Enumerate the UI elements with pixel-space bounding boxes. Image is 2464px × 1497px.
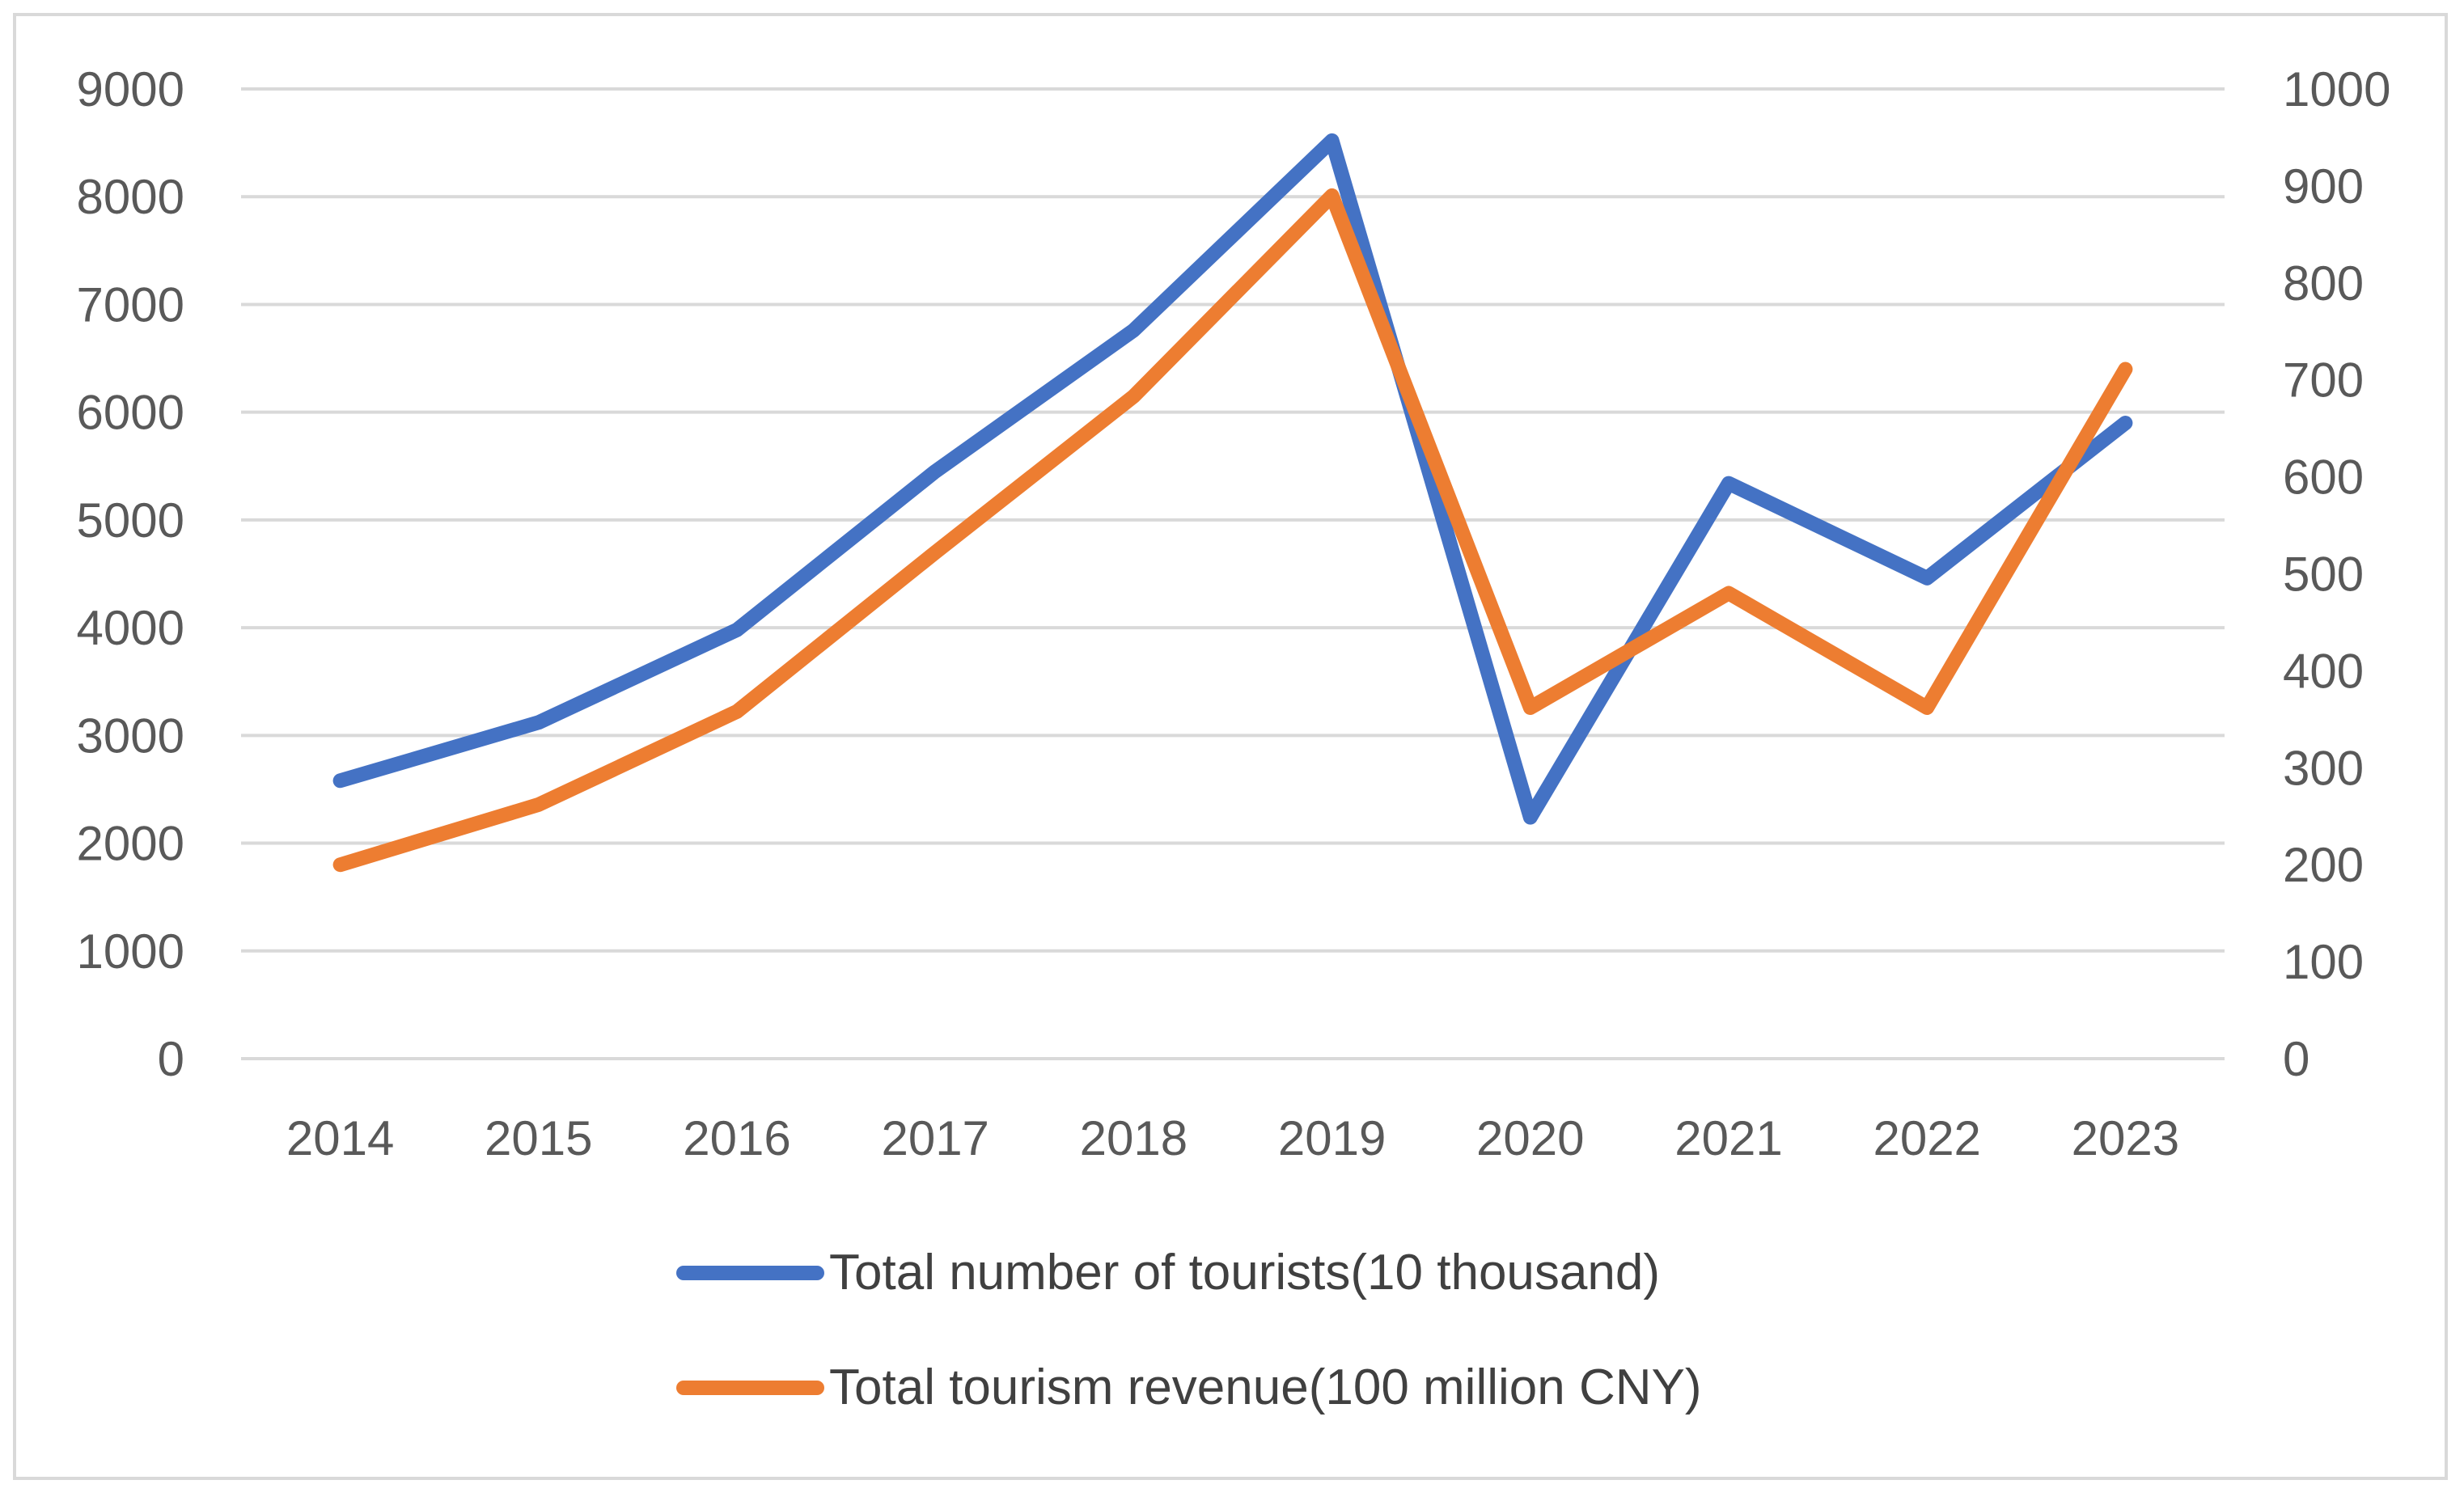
right-axis-ticks: 0 100 200 300 400 500 600 700 800 900 1000 <box>2283 62 2390 1086</box>
left-tick-label: 8000 <box>77 170 184 224</box>
chart-frame <box>13 13 2448 1480</box>
left-tick-label: 2000 <box>77 817 184 871</box>
right-tick-label: 0 <box>2283 1032 2309 1086</box>
right-tick-label: 400 <box>2283 644 2364 698</box>
left-axis-ticks: 0 1000 2000 3000 4000 5000 6000 7000 8000 9000 <box>77 62 184 1086</box>
left-tick-label: 0 <box>158 1032 184 1086</box>
gridlines <box>241 87 2225 1060</box>
x-tick-label: 2015 <box>485 1111 592 1165</box>
right-tick-label: 100 <box>2283 935 2364 989</box>
x-tick-label: 2021 <box>1674 1111 1782 1165</box>
left-tick-label: 4000 <box>77 601 184 655</box>
series-line-0 <box>332 133 2133 825</box>
left-tick-label: 6000 <box>77 386 184 440</box>
right-tick-label: 500 <box>2283 548 2364 602</box>
x-tick-label: 2023 <box>2072 1111 2179 1165</box>
legend-label-tourists: Total number of tourists(10 thousand) <box>829 1245 1660 1300</box>
x-tick-label: 2022 <box>1873 1111 1980 1165</box>
left-tick-label: 5000 <box>77 493 184 548</box>
right-tick-label: 300 <box>2283 741 2364 795</box>
right-tick-label: 200 <box>2283 838 2364 892</box>
left-tick-label: 7000 <box>77 277 184 332</box>
legend: Total number of tourists(10 thousand) To… <box>676 1245 1702 1415</box>
legend-label-revenue: Total tourism revenue(100 million CNY) <box>829 1360 1702 1415</box>
right-tick-label: 1000 <box>2283 62 2390 116</box>
series-lines <box>332 133 2133 873</box>
series-line-1 <box>332 188 2133 873</box>
x-tick-label: 2019 <box>1278 1111 1386 1165</box>
left-tick-label: 3000 <box>77 708 184 763</box>
left-tick-label: 1000 <box>77 924 184 979</box>
right-tick-label: 800 <box>2283 256 2364 311</box>
right-tick-label: 600 <box>2283 450 2364 505</box>
x-tick-label: 2014 <box>286 1111 394 1165</box>
x-tick-label: 2017 <box>881 1111 989 1165</box>
left-tick-label: 9000 <box>77 62 184 116</box>
x-tick-label: 2018 <box>1080 1111 1188 1165</box>
x-tick-label: 2020 <box>1476 1111 1584 1165</box>
right-tick-label: 900 <box>2283 159 2364 214</box>
x-axis-ticks: 2014 2015 2016 2017 2018 2019 2020 2021 2022 2023 <box>286 1111 2179 1165</box>
right-tick-label: 700 <box>2283 353 2364 408</box>
x-tick-label: 2016 <box>683 1111 790 1165</box>
